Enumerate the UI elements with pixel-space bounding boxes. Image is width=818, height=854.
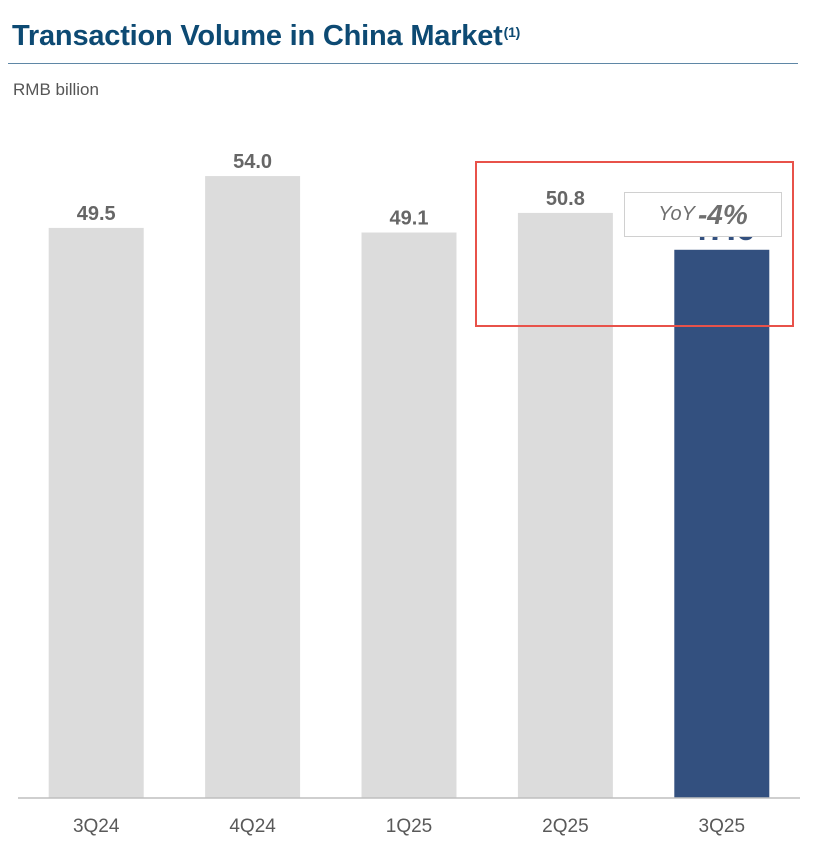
category-label-3Q24: 3Q24 — [73, 816, 120, 837]
yoy-label: YoY — [658, 203, 695, 225]
value-label-2Q25: 50.8 — [546, 188, 585, 210]
bar-4Q24 — [205, 176, 301, 798]
bar-3Q25 — [674, 249, 770, 799]
chart-title: Transaction Volume in China Market(1) — [12, 20, 520, 53]
yoy-value: -4% — [697, 198, 748, 230]
value-label-3Q24: 49.5 — [77, 203, 116, 225]
bar-3Q24 — [48, 227, 144, 798]
bar-2Q25 — [517, 212, 613, 798]
highlight-frame — [475, 161, 794, 327]
bar-1Q25 — [361, 232, 457, 799]
category-label-3Q25: 3Q25 — [699, 816, 745, 837]
category-label-2Q25: 2Q25 — [542, 816, 588, 837]
value-label-1Q25: 49.1 — [390, 208, 429, 230]
title-footnote: (1) — [503, 24, 521, 40]
unit-label: RMB billion — [13, 80, 99, 99]
value-label-4Q24: 54.0 — [233, 151, 272, 173]
title-divider — [8, 63, 798, 64]
yoy-annotation: YoY -4% — [624, 192, 782, 237]
category-label-1Q25: 1Q25 — [386, 816, 432, 837]
category-label-4Q24: 4Q24 — [229, 816, 276, 837]
chart-title-text: Transaction Volume in China Market — [12, 20, 503, 52]
